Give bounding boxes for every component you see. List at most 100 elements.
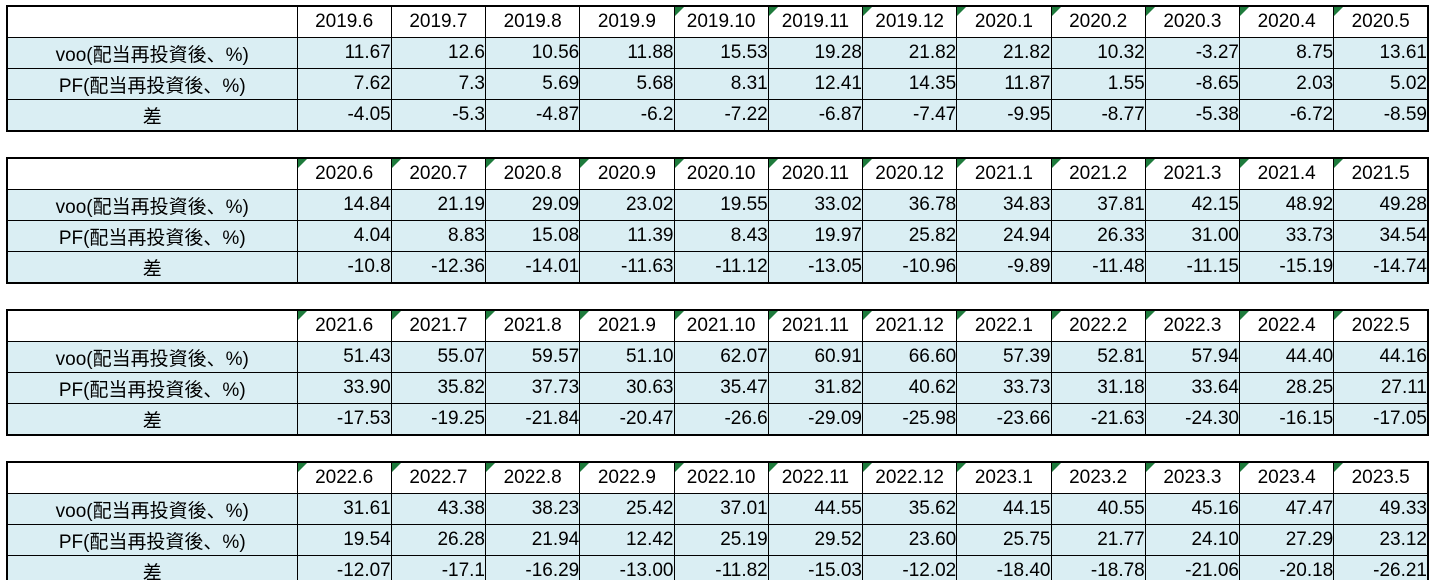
value-cell[interactable]: 1.55	[1050, 68, 1146, 100]
month-header-cell[interactable]: 2022.2	[1050, 309, 1146, 342]
value-cell[interactable]: 15.08	[484, 220, 581, 252]
value-cell[interactable]: -13.00	[579, 555, 675, 580]
value-cell[interactable]: 44.40	[1238, 341, 1335, 373]
value-cell[interactable]: 23.60	[861, 524, 958, 556]
value-cell[interactable]: 30.63	[579, 372, 675, 404]
value-cell[interactable]: 26.28	[390, 524, 487, 556]
value-cell[interactable]: 57.94	[1144, 341, 1241, 373]
value-cell[interactable]: -26.6	[673, 403, 769, 436]
month-header-cell[interactable]: 2020.11	[767, 157, 864, 190]
value-cell[interactable]: 44.15	[956, 493, 1052, 525]
value-cell[interactable]: -15.19	[1238, 251, 1335, 284]
month-header-cell[interactable]: 2022.6	[296, 461, 392, 494]
value-cell[interactable]: 48.92	[1238, 189, 1335, 221]
value-cell[interactable]: -11.12	[673, 251, 769, 284]
value-cell[interactable]: -24.30	[1144, 403, 1241, 436]
month-header-cell[interactable]: 2021.7	[390, 309, 487, 342]
value-cell[interactable]: 35.47	[673, 372, 769, 404]
value-cell[interactable]: 10.56	[484, 37, 581, 69]
value-cell[interactable]: -13.05	[767, 251, 864, 284]
value-cell[interactable]: 33.73	[956, 372, 1052, 404]
month-header-cell[interactable]: 2021.11	[767, 309, 864, 342]
value-cell[interactable]: 40.55	[1050, 493, 1146, 525]
value-cell[interactable]: 25.19	[673, 524, 769, 556]
value-cell[interactable]: 12.41	[767, 68, 864, 100]
row-label-cell[interactable]: PF(配当再投資後、%)	[6, 220, 298, 252]
month-header-cell[interactable]: 2022.4	[1238, 309, 1335, 342]
value-cell[interactable]: 11.39	[579, 220, 675, 252]
row-label-cell[interactable]: 差	[6, 251, 298, 284]
value-cell[interactable]: 55.07	[390, 341, 487, 373]
value-cell[interactable]: 33.90	[296, 372, 392, 404]
row-label-cell[interactable]: PF(配当再投資後、%)	[6, 524, 298, 556]
month-header-cell[interactable]: 2020.6	[296, 157, 392, 190]
row-label-cell[interactable]: voo(配当再投資後、%)	[6, 189, 298, 221]
value-cell[interactable]: 44.16	[1333, 341, 1429, 373]
value-cell[interactable]: 33.64	[1144, 372, 1241, 404]
month-header-cell[interactable]: 2020.12	[861, 157, 958, 190]
value-cell[interactable]: 40.62	[861, 372, 958, 404]
value-cell[interactable]: 24.94	[956, 220, 1052, 252]
month-header-cell[interactable]: 2021.10	[673, 309, 769, 342]
value-cell[interactable]: -12.07	[296, 555, 392, 580]
value-cell[interactable]: -8.59	[1333, 99, 1429, 132]
month-header-cell[interactable]: 2022.11	[767, 461, 864, 494]
value-cell[interactable]: -12.36	[390, 251, 487, 284]
value-cell[interactable]: 5.68	[579, 68, 675, 100]
month-header-cell[interactable]: 2023.2	[1050, 461, 1146, 494]
value-cell[interactable]: 15.53	[673, 37, 769, 69]
value-cell[interactable]: -11.15	[1144, 251, 1241, 284]
value-cell[interactable]: 21.94	[484, 524, 581, 556]
value-cell[interactable]: -8.65	[1144, 68, 1241, 100]
value-cell[interactable]: -17.05	[1333, 403, 1429, 436]
value-cell[interactable]: 44.55	[767, 493, 864, 525]
value-cell[interactable]: -14.01	[484, 251, 581, 284]
row-label-cell[interactable]: PF(配当再投資後、%)	[6, 68, 298, 100]
value-cell[interactable]: 29.09	[484, 189, 581, 221]
month-header-cell[interactable]: 2021.5	[1333, 157, 1429, 190]
month-header-cell[interactable]: 2021.12	[861, 309, 958, 342]
value-cell[interactable]: -18.40	[956, 555, 1052, 580]
value-cell[interactable]: -4.87	[484, 99, 581, 132]
value-cell[interactable]: 62.07	[673, 341, 769, 373]
value-cell[interactable]: 51.10	[579, 341, 675, 373]
value-cell[interactable]: 25.75	[956, 524, 1052, 556]
row-label-cell[interactable]: voo(配当再投資後、%)	[6, 341, 298, 373]
month-header-cell[interactable]: 2020.4	[1238, 5, 1335, 38]
value-cell[interactable]: 29.52	[767, 524, 864, 556]
value-cell[interactable]: 35.82	[390, 372, 487, 404]
value-cell[interactable]: -12.02	[861, 555, 958, 580]
value-cell[interactable]: -7.22	[673, 99, 769, 132]
month-header-cell[interactable]: 2021.2	[1050, 157, 1146, 190]
value-cell[interactable]: -5.38	[1144, 99, 1241, 132]
corner-cell[interactable]	[6, 309, 298, 342]
month-header-cell[interactable]: 2022.7	[390, 461, 487, 494]
value-cell[interactable]: -23.66	[956, 403, 1052, 436]
value-cell[interactable]: 49.33	[1333, 493, 1429, 525]
value-cell[interactable]: -21.84	[484, 403, 581, 436]
month-header-cell[interactable]: 2019.11	[767, 5, 864, 38]
value-cell[interactable]: 52.81	[1050, 341, 1146, 373]
value-cell[interactable]: 13.61	[1333, 37, 1429, 69]
month-header-cell[interactable]: 2019.10	[673, 5, 769, 38]
value-cell[interactable]: 23.02	[579, 189, 675, 221]
month-header-cell[interactable]: 2021.1	[956, 157, 1052, 190]
value-cell[interactable]: 43.38	[390, 493, 487, 525]
month-header-cell[interactable]: 2023.3	[1144, 461, 1241, 494]
value-cell[interactable]: 12.42	[579, 524, 675, 556]
value-cell[interactable]: -10.96	[861, 251, 958, 284]
month-header-cell[interactable]: 2020.10	[673, 157, 769, 190]
month-header-cell[interactable]: 2022.9	[579, 461, 675, 494]
value-cell[interactable]: -11.63	[579, 251, 675, 284]
value-cell[interactable]: 25.42	[579, 493, 675, 525]
value-cell[interactable]: 37.01	[673, 493, 769, 525]
month-header-cell[interactable]: 2020.3	[1144, 5, 1241, 38]
value-cell[interactable]: 21.82	[861, 37, 958, 69]
value-cell[interactable]: 21.77	[1050, 524, 1146, 556]
value-cell[interactable]: 37.73	[484, 372, 581, 404]
value-cell[interactable]: -6.72	[1238, 99, 1335, 132]
value-cell[interactable]: -20.18	[1238, 555, 1335, 580]
value-cell[interactable]: 31.00	[1144, 220, 1241, 252]
value-cell[interactable]: -26.21	[1333, 555, 1429, 580]
value-cell[interactable]: 10.32	[1050, 37, 1146, 69]
